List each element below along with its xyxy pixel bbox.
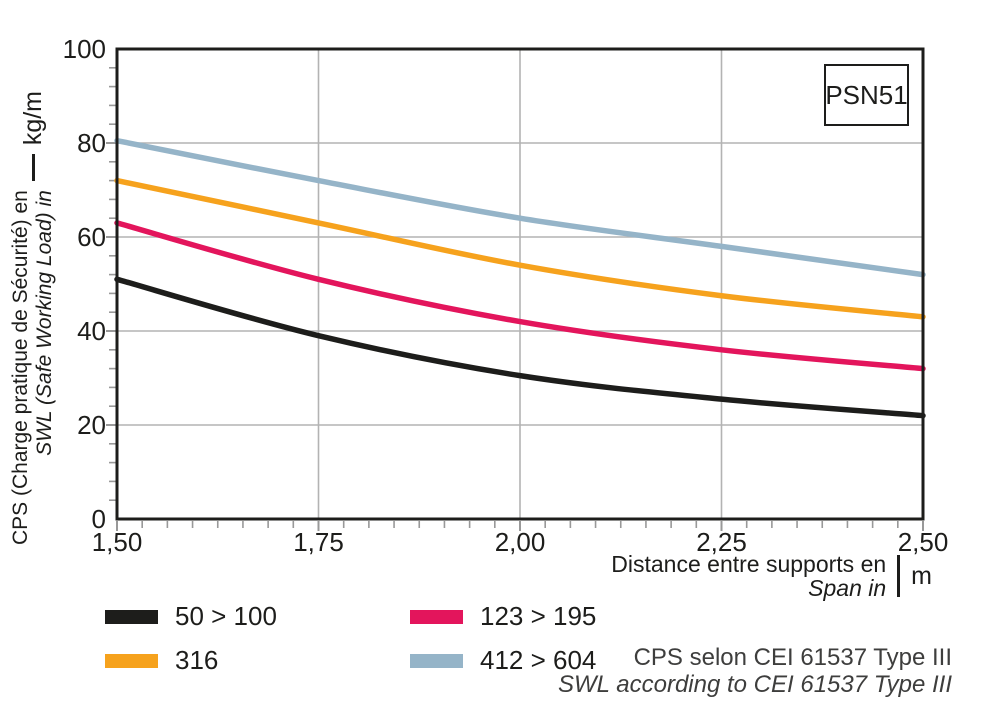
legend: 50 > 100 123 > 195 316 412 > 604 — [105, 601, 885, 676]
x-tick-label: 2,25 — [696, 527, 747, 557]
x-tick-label: 2,00 — [494, 527, 546, 557]
legend-swatch — [105, 609, 158, 624]
y-axis-title: CPS (Charge pratique de Sécurité) en SWL… — [5, 88, 61, 548]
series-curve-412>604 — [114, 137, 926, 278]
y-tick-label: 60 — [77, 222, 106, 252]
x-axis-unit: m — [911, 561, 932, 590]
legend-item: 50 > 100 — [105, 601, 410, 632]
x-axis-title: Distance entre supports en Span in m — [611, 552, 932, 600]
x-tick-label: 1,50 — [91, 527, 143, 557]
series-curve-123>195 — [114, 220, 926, 372]
y-tick-label: 100 — [62, 34, 106, 64]
y-axis-title-fr: CPS (Charge pratique de Sécurité) en — [9, 190, 32, 546]
y-axis-unit: kg/m — [18, 90, 47, 146]
legend-label: 412 > 604 — [480, 645, 597, 675]
y-axis-title-text: CPS (Charge pratique de Sécurité) en SWL… — [9, 190, 57, 545]
y-axis-unit-separator — [31, 154, 35, 182]
legend-swatch — [410, 609, 463, 624]
y-tick-label: 40 — [77, 316, 106, 346]
legend-label: 50 > 100 — [175, 601, 277, 631]
model-badge: PSN51 — [824, 64, 909, 126]
model-badge-label: PSN51 — [825, 79, 908, 110]
legend-item: 412 > 604 — [410, 645, 885, 676]
legend-item: 123 > 195 — [410, 601, 885, 632]
x-axis-title-en: Span in — [808, 575, 887, 601]
footnote: CPS selon CEI 61537 Type III SWL accordi… — [558, 644, 952, 698]
footnote-en: SWL according to CEI 61537 Type III — [558, 671, 952, 698]
legend-label: 316 — [175, 645, 219, 675]
legend-swatch — [410, 653, 463, 668]
y-tick-label: 0 — [91, 504, 106, 534]
legend-item: 316 — [105, 645, 410, 676]
y-tick-label: 80 — [77, 128, 106, 158]
y-axis-title-en: SWL (Safe Working Load) in — [33, 190, 56, 456]
x-axis-title-text: Distance entre supports en Span in — [611, 552, 886, 600]
legend-swatch — [105, 653, 158, 668]
y-tick-label: 20 — [77, 410, 106, 440]
x-tick-label: 1,75 — [293, 527, 344, 557]
x-axis-unit-separator — [897, 555, 901, 597]
plot-frame — [115, 47, 925, 521]
series-curve-50>100 — [114, 276, 926, 419]
footnote-fr: CPS selon CEI 61537 Type III — [633, 644, 952, 671]
x-axis-title-fr: Distance entre supports en — [611, 551, 887, 577]
series-curve-316 — [114, 177, 926, 320]
legend-label: 123 > 195 — [480, 601, 597, 631]
x-tick-label: 2,50 — [897, 527, 949, 557]
